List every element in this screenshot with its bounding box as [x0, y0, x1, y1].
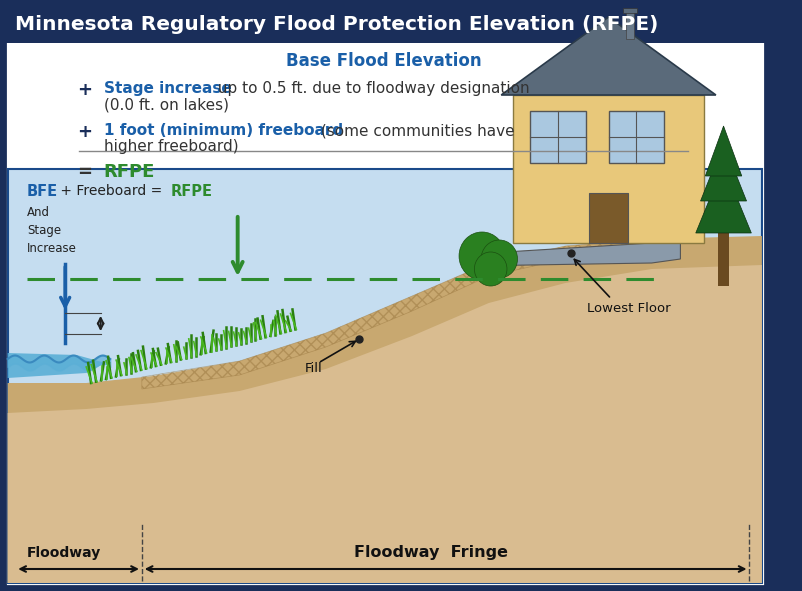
Circle shape [459, 232, 504, 280]
Polygon shape [699, 143, 746, 201]
Text: 1 foot (minimum) freeboard: 1 foot (minimum) freeboard [103, 123, 342, 138]
Text: + Freeboard =: + Freeboard = [55, 184, 166, 198]
Text: RFPE: RFPE [103, 163, 155, 181]
Bar [512, 95, 703, 243]
Circle shape [474, 252, 506, 286]
Polygon shape [8, 353, 105, 413]
Bar [467, 243, 488, 261]
Text: BFE: BFE [26, 183, 58, 199]
Text: RFPE: RFPE [170, 183, 213, 199]
Polygon shape [8, 265, 761, 583]
Text: up to 0.5 ft. due to floodway designation: up to 0.5 ft. due to floodway designatio… [213, 81, 529, 96]
Text: =: = [77, 163, 91, 181]
Text: +: + [77, 123, 91, 141]
Bar [622, 8, 637, 13]
Polygon shape [500, 17, 715, 95]
Text: Floodway: Floodway [26, 546, 101, 560]
Polygon shape [695, 165, 751, 233]
Polygon shape [704, 126, 741, 176]
Bar [589, 193, 627, 243]
Text: higher freeboard): higher freeboard) [103, 139, 238, 154]
Bar [717, 231, 728, 286]
Text: Lowest Floor: Lowest Floor [585, 303, 670, 316]
Text: Base Flood Elevation: Base Flood Elevation [286, 52, 480, 70]
Bar [608, 111, 663, 163]
Text: Floodway  Fringe: Floodway Fringe [354, 545, 508, 560]
Text: +: + [77, 81, 91, 99]
Text: (0.0 ft. on lakes): (0.0 ft. on lakes) [103, 98, 229, 113]
Text: (some communities have: (some communities have [316, 123, 514, 138]
Polygon shape [467, 239, 679, 266]
Text: And
Stage
Increase: And Stage Increase [26, 206, 77, 255]
Bar [5, 5, 764, 43]
Bar [625, 11, 634, 39]
Circle shape [480, 240, 516, 278]
Text: Stage increase: Stage increase [103, 81, 231, 96]
Bar [8, 169, 761, 583]
Text: Fill: Fill [305, 362, 322, 375]
Bar [529, 111, 585, 163]
Polygon shape [8, 236, 761, 583]
Text: Minnesota Regulatory Flood Protection Elevation (RFPE): Minnesota Regulatory Flood Protection El… [15, 15, 658, 34]
